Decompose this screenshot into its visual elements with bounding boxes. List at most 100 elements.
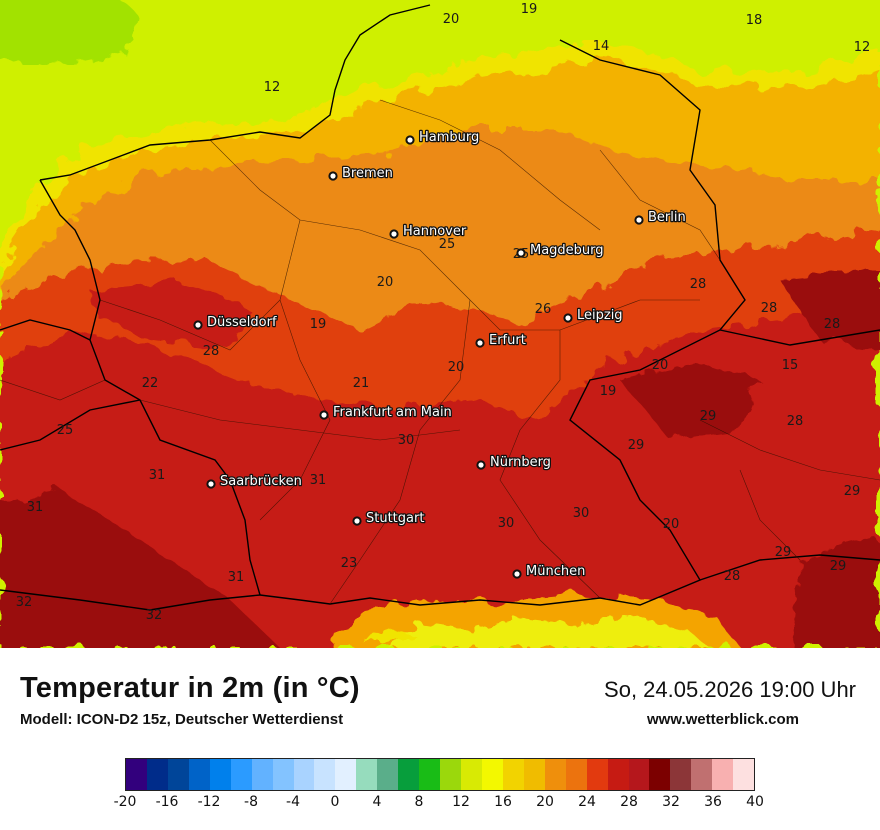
- temperature-label: 30: [398, 433, 415, 448]
- city-leipzig[interactable]: Leipzig: [563, 307, 624, 324]
- temperature-label: 31: [310, 473, 327, 488]
- temperature-label: 19: [310, 317, 327, 332]
- temperature-label: 28: [824, 317, 841, 332]
- city-berlin[interactable]: Berlin: [634, 209, 687, 226]
- hottest-east: [620, 360, 760, 440]
- city-dot: [319, 410, 329, 420]
- city-frankfurt-am-main[interactable]: Frankfurt am Main: [319, 404, 453, 421]
- temperature-map[interactable]: 20 19 18 14 12 12 25 25 20 28 28 28 26 19 28 22 21 20 15 20…: [0, 0, 880, 648]
- legend-swatch: [565, 759, 587, 790]
- temperature-label: 20: [448, 360, 465, 375]
- temperature-label: 20: [652, 358, 669, 373]
- temperature-label: 29: [775, 545, 792, 560]
- legend-tick: 12: [452, 794, 470, 810]
- city-dot: [634, 215, 644, 225]
- legend-swatch: [356, 759, 378, 790]
- legend-tick: 8: [414, 794, 424, 810]
- city-erfurt[interactable]: Erfurt: [475, 332, 527, 349]
- hottest-ne: [780, 270, 880, 350]
- legend-swatch: [126, 759, 147, 790]
- city-magdeburg[interactable]: Magdeburg: [516, 242, 605, 259]
- legend-swatch: [481, 759, 503, 790]
- legend-swatch: [167, 759, 189, 790]
- city-hannover[interactable]: Hannover: [389, 223, 468, 240]
- city-label: Saarbrücken: [220, 474, 302, 489]
- city-label: Magdeburg: [530, 243, 604, 258]
- legend-swatch: [293, 759, 315, 790]
- legend-swatch: [607, 759, 629, 790]
- isotherm-labels: 20 19 18 14 12 12 25 25 20 28 28 28 26 19 28 22 21 20 15 20…: [16, 2, 871, 623]
- temperature-label: 28: [787, 414, 804, 429]
- temperature-label: 23: [341, 556, 358, 571]
- color-legend: -20 -16 -12 -8 -4 0 4 8 12 16 20 24 28 32 36 40: [114, 758, 764, 810]
- border-lines: [0, 4, 880, 611]
- temperature-field: [0, 40, 880, 648]
- city-bremen[interactable]: Bremen: [328, 165, 394, 182]
- city-stuttgart[interactable]: Stuttgart: [352, 510, 426, 527]
- legend-tick: -8: [244, 794, 258, 810]
- temperature-label: 28: [761, 301, 778, 316]
- temperature-label: 28: [690, 277, 707, 292]
- legend-swatch: [691, 759, 713, 790]
- temperature-label: 32: [16, 595, 33, 610]
- legend-swatch: [377, 759, 399, 790]
- cold-sea-patch: [0, 0, 140, 65]
- city-dot: [476, 460, 486, 470]
- legend-swatch: [230, 759, 252, 790]
- city-saarbrücken[interactable]: Saarbrücken: [206, 473, 303, 490]
- legend-tick-labels: -20 -16 -12 -8 -4 0 4 8 12 16 20 24 28 32 36 40: [114, 794, 764, 814]
- city-dot: [516, 248, 526, 258]
- temperature-label: 29: [700, 409, 717, 424]
- legend-swatch: [628, 759, 650, 790]
- legend-tick: 32: [662, 794, 680, 810]
- legend-swatch: [314, 759, 336, 790]
- legend-tick: -16: [155, 794, 179, 810]
- city-münchen[interactable]: München: [512, 563, 587, 580]
- city-nürnberg[interactable]: Nürnberg: [476, 454, 552, 471]
- temperature-label: 32: [146, 608, 163, 623]
- temperature-label: 28: [724, 569, 741, 584]
- temperature-label: 31: [149, 468, 166, 483]
- legend-tick: 36: [704, 794, 722, 810]
- city-label: Bremen: [342, 166, 393, 181]
- temperature-label: 12: [854, 40, 871, 55]
- temperature-label: 20: [377, 275, 394, 290]
- legend-swatch: [272, 759, 294, 790]
- legend-tick: 16: [494, 794, 512, 810]
- temperature-label: 15: [782, 358, 799, 373]
- state-lines: [0, 99, 880, 605]
- legend-swatch: [733, 759, 755, 790]
- legend-swatch: [502, 759, 524, 790]
- legend-swatch: [670, 759, 692, 790]
- legend-tick: 40: [746, 794, 764, 810]
- legend-swatch: [398, 759, 420, 790]
- city-dot: [193, 320, 203, 330]
- city-dot: [389, 229, 399, 239]
- legend-tick: 20: [536, 794, 554, 810]
- legend-tick: -20: [113, 794, 137, 810]
- city-hamburg[interactable]: Hamburg: [405, 129, 481, 146]
- map-title: Temperatur in 2m (in °C): [20, 672, 360, 704]
- city-dot: [475, 338, 485, 348]
- temperature-label: 22: [142, 376, 159, 391]
- legend-tick: -4: [286, 794, 300, 810]
- legend-tick: 4: [372, 794, 382, 810]
- city-markers: Hamburg Bremen Berlin Hannover Magdeburg Düss…: [193, 129, 687, 580]
- hottest-upper-rhine: [0, 490, 280, 648]
- legend-swatch: [586, 759, 608, 790]
- temperature-label: 12: [264, 80, 281, 95]
- city-label: Stuttgart: [366, 511, 424, 526]
- legend-swatch: [544, 759, 566, 790]
- temperature-label: 19: [600, 384, 617, 399]
- city-dot: [405, 135, 415, 145]
- city-dot: [206, 479, 216, 489]
- legend-swatch: [440, 759, 461, 790]
- city-label: Hamburg: [419, 130, 479, 145]
- map-canvas: 20 19 18 14 12 12 25 25 20 28 28 28 26 19 28 22 21 20 15 20…: [0, 0, 880, 648]
- city-label: München: [526, 564, 585, 579]
- temperature-label: 29: [830, 559, 847, 574]
- city-düsseldorf[interactable]: Düsseldorf: [193, 314, 278, 331]
- city-dot: [512, 569, 522, 579]
- website-link[interactable]: www.wetterblick.com: [647, 711, 799, 728]
- hottest-se: [790, 540, 880, 648]
